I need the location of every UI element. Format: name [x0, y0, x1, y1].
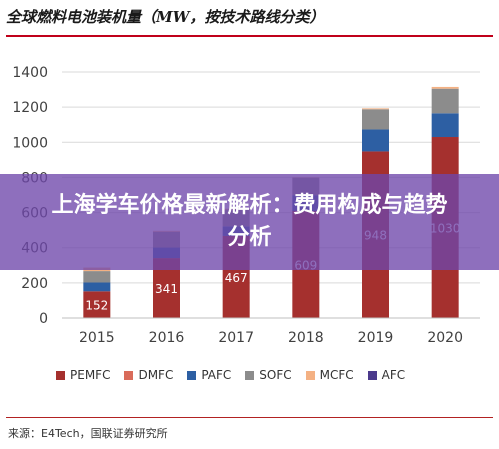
legend-swatch: [124, 370, 134, 380]
y-tick-label: 0: [39, 311, 48, 327]
legend-item-mcfc: MCFC: [305, 368, 354, 382]
x-tick-label: 2018: [288, 330, 324, 346]
y-tick-label: 200: [21, 276, 48, 292]
x-tick-label: 2019: [358, 330, 394, 346]
data-label: 467: [225, 271, 248, 285]
legend-swatch: [187, 370, 197, 380]
x-tick-label: 2020: [427, 330, 463, 346]
legend-label: PAFC: [201, 368, 232, 382]
y-tick-label: 1200: [12, 100, 48, 116]
legend-item-dmfc: DMFC: [124, 368, 173, 382]
legend-swatch: [367, 370, 377, 380]
legend-swatch: [305, 370, 315, 380]
chart-title: 全球燃料电池装机量（MW，按技术路线分类）: [6, 8, 325, 26]
y-tick-label: 1400: [12, 65, 48, 81]
bar-segment-pafc: [431, 113, 459, 138]
legend-label: DMFC: [138, 368, 174, 382]
legend-swatch: [56, 370, 65, 380]
legend-item-afc: AFC: [367, 368, 406, 382]
bar-segment-sofc: [431, 88, 459, 114]
bar-segment-sofc: [83, 271, 111, 283]
bar-segment-pafc: [362, 129, 389, 152]
legend-item-sofc: SOFC: [245, 368, 292, 382]
title-divider: [6, 35, 493, 37]
chart-legend: PEMFC DMFC PAFC SOFC MCFC AFC: [56, 368, 405, 382]
data-label: 152: [85, 299, 108, 313]
legend-item-pafc: PAFC: [187, 368, 231, 382]
legend-label: AFC: [381, 368, 406, 382]
bar-segment-mcfc: [431, 86, 459, 89]
x-tick-label: 2016: [149, 330, 185, 346]
bar-segment-pafc: [83, 282, 111, 292]
data-label: 341: [155, 282, 178, 296]
x-tick-label: 2017: [218, 330, 254, 346]
legend-label: MCFC: [319, 368, 354, 382]
source-divider: [6, 417, 493, 418]
bar-segment-mcfc: [362, 108, 389, 110]
source-note: 来源：E4Tech，国联证券研究所: [8, 427, 168, 440]
legend-label: PEMFC: [70, 368, 111, 382]
legend-item-pemfc: PEMFC: [56, 368, 110, 382]
bar-segment-sofc: [362, 109, 389, 130]
overlay-banner: 上海学车价格最新解析：费用构成与趋势分析: [0, 174, 499, 270]
x-tick-label: 2015: [79, 330, 115, 346]
banner-text: 上海学车价格最新解析：费用构成与趋势分析: [51, 193, 448, 250]
legend-label: SOFC: [259, 368, 292, 382]
legend-swatch: [245, 370, 255, 380]
bar-segment-pemfc: [83, 291, 111, 318]
y-tick-label: 1000: [12, 135, 48, 151]
